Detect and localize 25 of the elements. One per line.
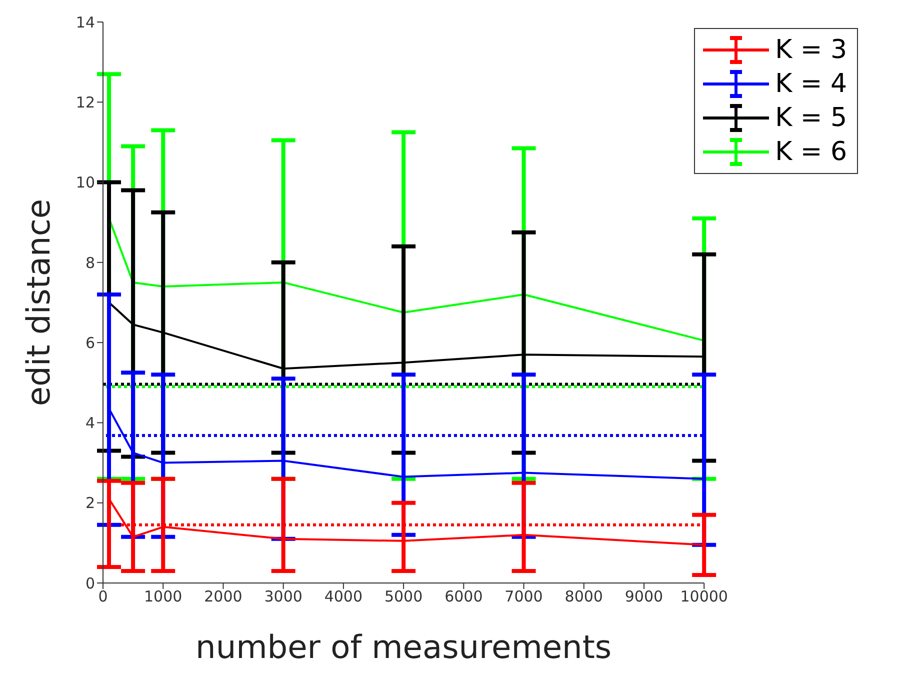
- x-tick-label: 4000: [324, 588, 363, 606]
- x-tick-label: 0: [98, 588, 108, 606]
- x-tick-label: 5000: [384, 588, 423, 606]
- x-tick-label: 9000: [624, 588, 664, 606]
- legend-label: K = 5: [775, 103, 847, 133]
- y-tick-label: 4: [85, 414, 95, 432]
- y-tick-label: 8: [85, 254, 95, 272]
- y-tick-label: 6: [85, 334, 95, 352]
- x-tick-label: 8000: [564, 588, 603, 606]
- x-tick-label: 7000: [504, 588, 543, 606]
- x-tick-label: 10000: [680, 588, 728, 606]
- y-tick-label: 12: [76, 93, 95, 112]
- y-tick-label: 0: [85, 574, 95, 592]
- x-tick-label: 6000: [444, 588, 483, 606]
- y-tick-label: 2: [85, 494, 95, 512]
- y-axis-title: edit distance: [19, 198, 58, 406]
- y-tick-label: 14: [76, 13, 95, 32]
- y-tick-label: 10: [76, 174, 95, 192]
- x-axis-title: number of measurements: [196, 628, 612, 666]
- x-tick-label: 3000: [264, 588, 302, 606]
- legend-label: K = 4: [775, 69, 847, 99]
- x-tick-label: 1000: [144, 588, 182, 606]
- legend-label: K = 3: [775, 35, 847, 65]
- legend-label: K = 6: [775, 137, 847, 167]
- x-tick-label: 2000: [204, 588, 242, 606]
